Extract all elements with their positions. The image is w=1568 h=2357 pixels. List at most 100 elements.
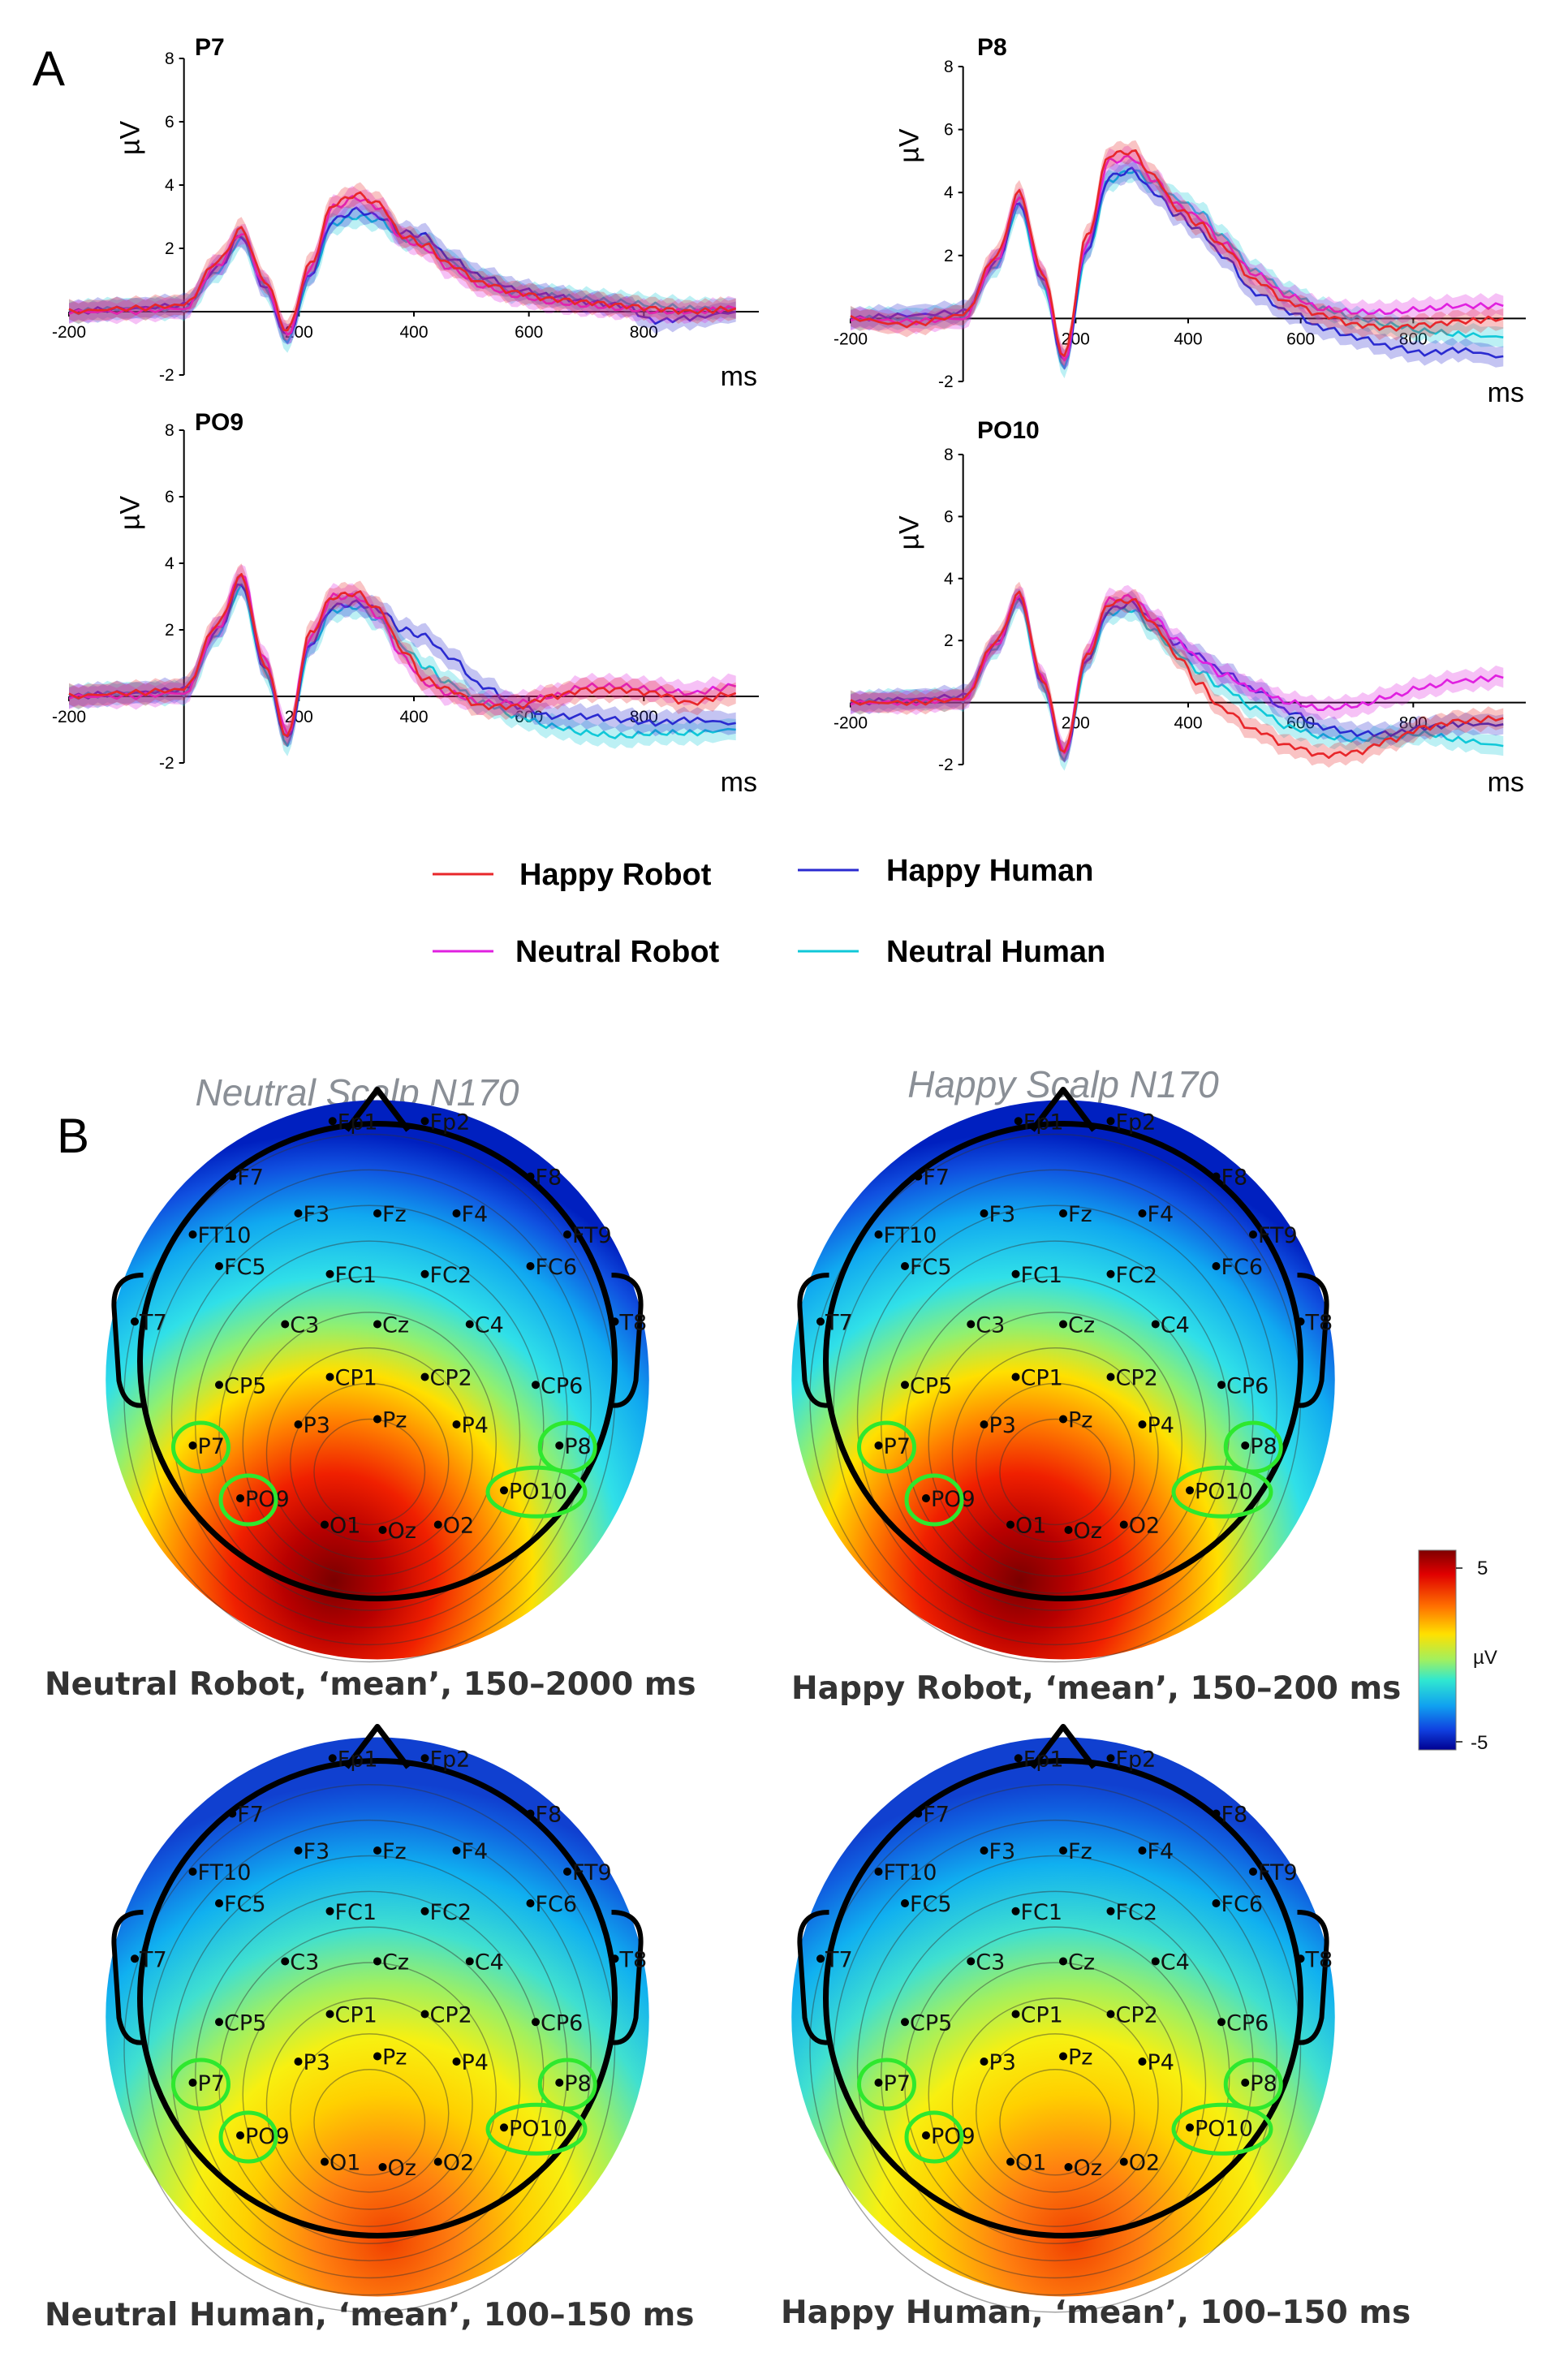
electrode-label-c3: C3 [976,1950,1005,1976]
electrode-label-cp6: CP6 [1226,2010,1269,2036]
electrode-dot-fc1 [1011,1907,1020,1915]
colorbar-min-label: -5 [1471,1732,1488,1754]
electrode-dot-cp1 [325,1372,334,1381]
electrode-label-t8: T8 [619,1310,648,1335]
electrode-label-c3: C3 [976,1313,1005,1338]
left-ear [797,1910,832,2045]
electrode-label-cp2: CP2 [430,2003,472,2028]
electrode-dot-cp5 [215,1381,223,1390]
electrode-dot-o1 [1006,1520,1014,1529]
electrode-dot-po9 [236,1494,244,1502]
electrode-dot-po9 [922,1494,930,1502]
electrode-label-p8: P8 [1250,1434,1277,1459]
scalp-colormap [791,1100,1335,1660]
y-axis-label: µV [115,121,146,156]
electrode-label-f7: F7 [237,1166,264,1191]
head-outline [137,1121,618,1601]
electrode-dot-p4 [1138,1420,1147,1428]
electrode-label-fc1: FC1 [1021,1263,1063,1288]
electrode-label-o1: O1 [330,2151,360,2176]
electrode-label-fc1: FC1 [335,1900,377,1925]
electrode-label-po10: PO10 [509,1479,567,1504]
electrode-label-cp5: CP5 [224,2010,266,2036]
scalp-colormap [106,1100,649,1660]
electrode-dot-fc1 [325,1269,334,1278]
electrode-label-p8: P8 [1250,2071,1277,2096]
electrode-label-p8: P8 [564,2071,591,2096]
colorbar-gradient [1418,1549,1457,1751]
electrode-label-c3: C3 [290,1313,319,1338]
scalp-map-neutral-robot: Fp1 Fp2 F7 F8 F3 Fz F4 FT10 FT9 FC5 FC1 FC2 FC6 T7 T8 C… [106,1087,649,1663]
electrode-dot-t7 [131,1954,139,1963]
nose [1030,1724,1096,1769]
y-tick-label: 6 [944,507,954,526]
electrode-label-cz: Cz [1068,1950,1095,1976]
electrode-dot-o2 [1119,1520,1128,1529]
electrode-label-ft10: FT10 [198,1223,252,1248]
electrode-dot-pz [373,2052,381,2061]
contour-line [976,1382,1135,1543]
electrode-dot-f8 [1212,1809,1221,1818]
scalp-colormap [791,1737,1335,2297]
electrode-dot-o2 [1119,2157,1128,2166]
electrode-dot-fp1 [328,1117,337,1126]
contour-line [313,2069,426,2176]
electrode-label-pz: Pz [1068,2045,1092,2070]
electrode-dot-po10 [500,1486,508,1495]
contour-line [147,1169,592,1646]
highlight-p7 [171,1420,230,1474]
y-tick-label: 8 [944,58,954,76]
caption-happy-robot: Happy Robot, ‘mean’, 150–200 ms [791,1670,1401,1707]
electrode-label-pz: Pz [382,2045,407,2070]
electrode-dot-fc5 [901,1262,909,1270]
highlight-p7 [857,1420,916,1474]
electrode-label-fc2: FC2 [1116,1263,1158,1288]
x-tick-label: 400 [399,323,428,342]
electrode-label-p4: P4 [1148,2050,1174,2075]
electrode-dot-fc5 [901,1899,909,1907]
electrode-dot-c3 [967,1320,976,1329]
contour-line [290,2033,450,2193]
electrode-dot-p4 [1138,2058,1147,2066]
y-tick-label: 4 [165,176,174,195]
electrode-label-cp2: CP2 [430,1366,472,1391]
electrode-dot-fp1 [328,1754,337,1763]
electrode-dot-cp6 [532,1381,540,1390]
electrode-dot-p7 [188,2079,197,2087]
electrode-dot-t8 [1296,1954,1305,1963]
electrode-label-fp2: Fp2 [430,1747,471,1772]
electrode-label-c4: C4 [475,1950,504,1976]
electrode-dot-c4 [1151,1957,1160,1966]
electrode-label-fc2: FC2 [430,1263,472,1288]
series-line-happy-human [850,166,1504,361]
electrode-dot-o1 [321,1520,329,1529]
electrode-label-p4: P4 [462,2050,489,2075]
electrode-dot-p8 [555,2079,564,2087]
electrode-label-p7: P7 [198,2071,225,2096]
electrode-dot-p3 [294,1420,303,1428]
electrode-label-p4: P4 [1148,1413,1174,1438]
electrode-dot-cp1 [1011,2010,1020,2019]
electrode-label-fc6: FC6 [1221,1892,1264,1917]
electrode-label-fc5: FC5 [224,1892,266,1917]
electrode-label-po9: PO9 [245,2124,290,2149]
electrode-label-p7: P7 [884,2071,911,2096]
electrode-label-f3: F3 [304,1839,330,1864]
contour-line [809,1784,1302,2313]
x-tick-label: 600 [1286,330,1315,348]
error-band-happy-robot [851,581,1504,768]
contour-line [904,1926,1207,2244]
electrode-dot-po10 [500,2123,508,2132]
scalp-colormap [106,1737,649,2297]
electrode-dot-fc2 [1106,1269,1115,1278]
electrode-dot-pz [1059,1415,1067,1424]
y-tick-label: 8 [165,50,174,68]
electrode-dot-c4 [465,1320,474,1329]
electrode-label-fp2: Fp2 [430,1110,471,1135]
electrode-label-cz: Cz [382,1313,409,1338]
highlight-po10 [485,1465,588,1519]
nose [344,1087,411,1132]
electrode-label-f8: F8 [536,1803,562,1828]
